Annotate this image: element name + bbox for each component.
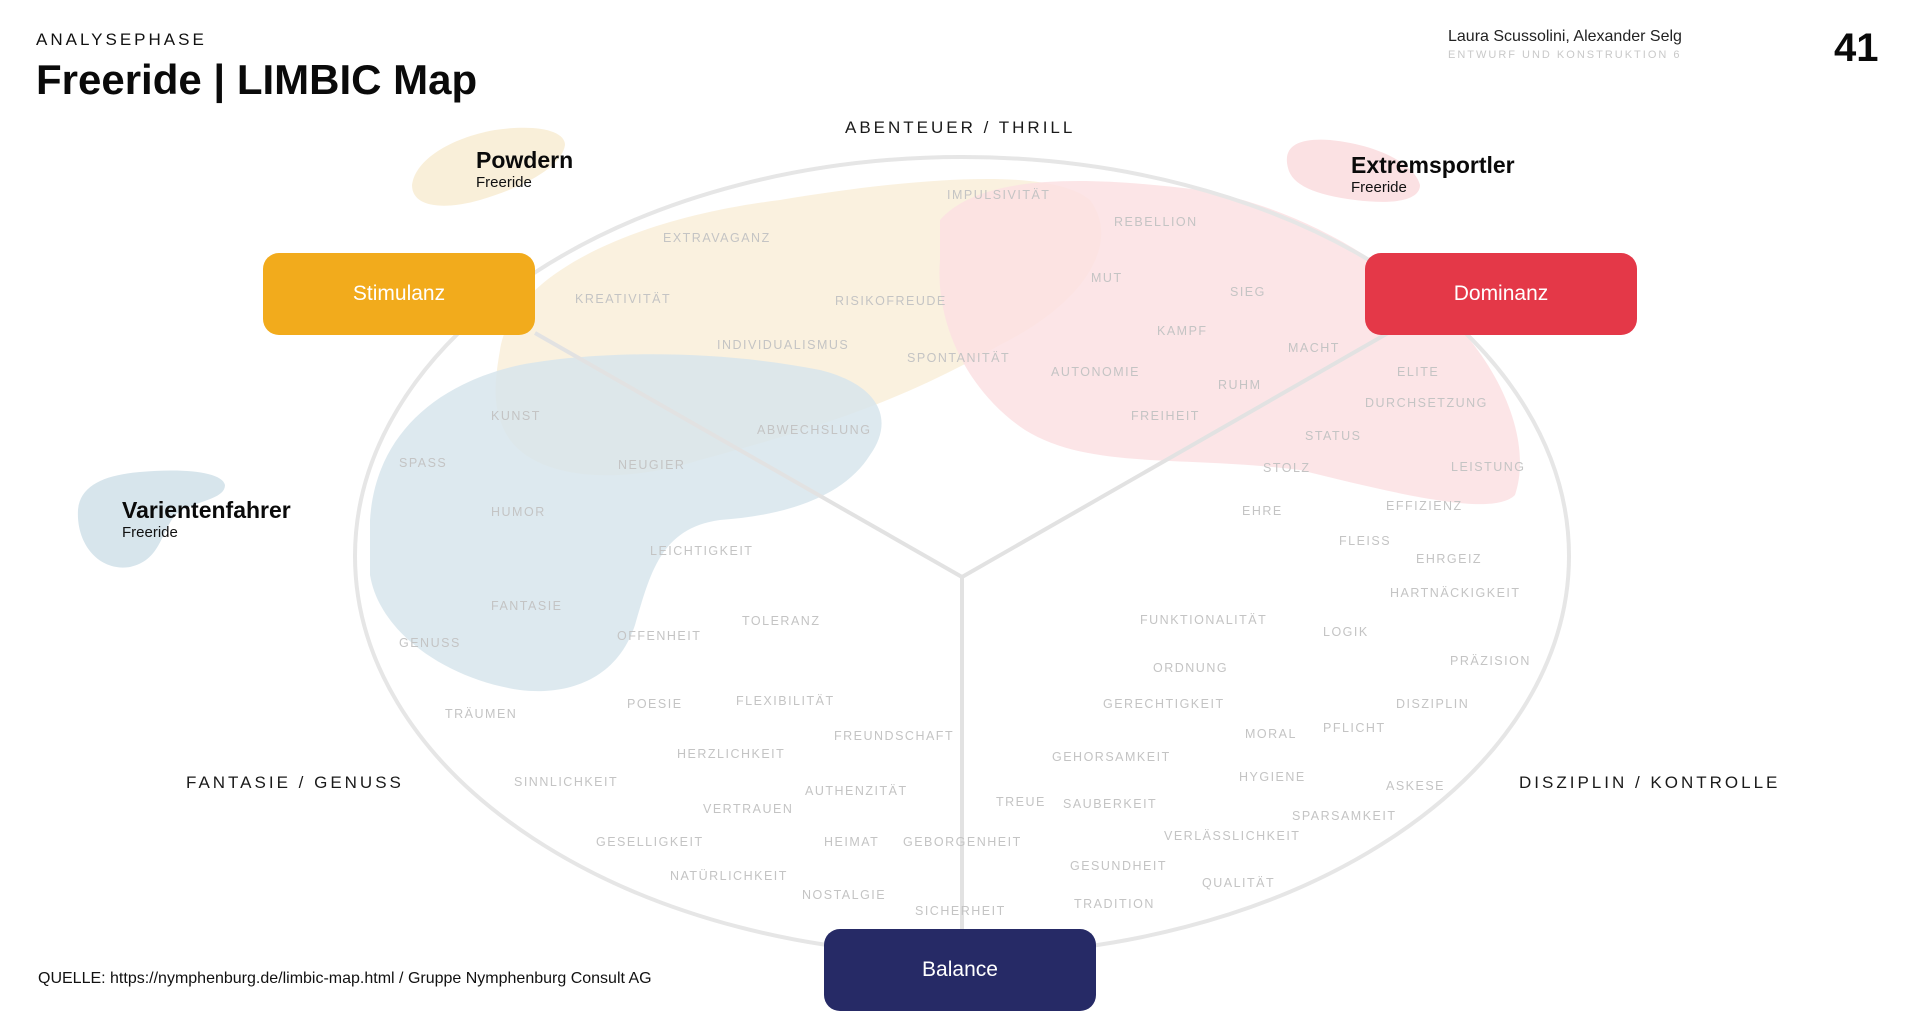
value-word: ELITE	[1397, 365, 1439, 379]
section-kicker: ANALYSEPHASE	[36, 30, 207, 49]
value-word: FREUNDSCHAFT	[834, 729, 954, 743]
varientenfahrer-area	[370, 354, 882, 692]
segment-name: Extremsportler	[1351, 152, 1515, 178]
value-word: EHRGEIZ	[1416, 552, 1482, 566]
value-word: MORAL	[1245, 727, 1297, 741]
value-word: FANTASIE	[491, 599, 563, 613]
value-word: GERECHTIGKEIT	[1103, 697, 1225, 711]
value-word: VERTRAUEN	[703, 802, 793, 816]
value-word: GESUNDHEIT	[1070, 859, 1167, 873]
value-word: TRÄUMEN	[445, 707, 517, 721]
value-word: FUNKTIONALITÄT	[1140, 613, 1267, 627]
value-word: SIEG	[1230, 285, 1266, 299]
value-word: SPARSAMKEIT	[1292, 809, 1396, 823]
value-word: HUMOR	[491, 505, 546, 519]
value-word: INDIVIDUALISMUS	[717, 338, 849, 352]
value-word: KAMPF	[1157, 324, 1208, 338]
value-word: OFFENHEIT	[617, 629, 701, 643]
value-word: HEIMAT	[824, 835, 879, 849]
value-word: EXTRAVAGANZ	[663, 231, 771, 245]
value-word: SICHERHEIT	[915, 904, 1006, 918]
value-word: DURCHSETZUNG	[1365, 396, 1488, 410]
value-word: MACHT	[1288, 341, 1340, 355]
value-word: SAUBERKEIT	[1063, 797, 1157, 811]
value-word: AUTONOMIE	[1051, 365, 1140, 379]
value-word: ASKESE	[1386, 779, 1445, 793]
value-word: NATÜRLICHKEIT	[670, 869, 788, 883]
segment-name: Powdern	[476, 147, 574, 173]
value-word: STATUS	[1305, 429, 1361, 443]
value-word: GESELLIGKEIT	[596, 835, 704, 849]
segment-name: Varientenfahrer	[122, 497, 291, 523]
value-word: HERZLICHKEIT	[677, 747, 785, 761]
value-word: MUT	[1091, 271, 1123, 285]
segment-varientenfahrer: Varientenfahrer Freeride	[122, 497, 291, 541]
value-word: VERLÄSSLICHKEIT	[1164, 829, 1300, 843]
value-word: ORDNUNG	[1153, 661, 1228, 675]
value-word: GEHORSAMKEIT	[1052, 750, 1171, 764]
segment-subtitle: Freeride	[1351, 179, 1407, 196]
value-word: LEISTUNG	[1451, 460, 1526, 474]
value-word: EHRE	[1242, 504, 1283, 518]
divider-right	[961, 331, 1389, 579]
value-word: PRÄZISION	[1450, 654, 1531, 668]
dominanz-button[interactable]: Dominanz	[1365, 253, 1637, 335]
extremsportler-blob	[1286, 139, 1420, 202]
value-word: LEICHTIGKEIT	[650, 544, 753, 558]
value-word: TOLERANZ	[742, 614, 820, 628]
powdern-blob	[412, 127, 565, 206]
varientenfahrer-blob	[77, 470, 225, 568]
value-word: ABWECHSLUNG	[757, 423, 871, 437]
segment-powdern: Powdern Freeride	[476, 147, 573, 191]
value-word: AUTHENZITÄT	[805, 784, 908, 798]
axis-label-top: ABENTEUER / THRILL	[845, 118, 1076, 137]
value-word: NOSTALGIE	[802, 888, 886, 902]
value-word: STOLZ	[1263, 461, 1311, 475]
value-word: SPASS	[399, 456, 447, 470]
axis-label-right: DISZIPLIN / KONTROLLE	[1519, 773, 1781, 792]
source-citation: QUELLE: https://nymphenburg.de/limbic-ma…	[38, 970, 652, 987]
value-word: GEBORGENHEIT	[903, 835, 1022, 849]
value-word: REBELLION	[1114, 215, 1198, 229]
value-word: TRADITION	[1074, 897, 1155, 911]
value-word: KUNST	[491, 409, 541, 423]
segment-extremsportler: Extremsportler Freeride	[1351, 152, 1515, 196]
axis-label-left: FANTASIE / GENUSS	[186, 773, 404, 792]
value-word: NEUGIER	[618, 458, 685, 472]
balance-button[interactable]: Balance	[824, 929, 1096, 1011]
value-word: TREUE	[996, 795, 1046, 809]
value-word: HARTNÄCKIGKEIT	[1390, 586, 1521, 600]
value-word: SINNLICHKEIT	[514, 775, 618, 789]
value-word: RISIKOFREUDE	[835, 294, 947, 308]
value-word: IMPULSIVITÄT	[947, 188, 1050, 202]
value-word: LOGIK	[1323, 625, 1369, 639]
course-name: ENTWURF UND KONSTRUKTION 6	[1448, 49, 1682, 61]
stimulanz-button[interactable]: Stimulanz	[263, 253, 535, 335]
value-word: DISZIPLIN	[1396, 697, 1469, 711]
page-title: Freeride | LIMBIC Map	[36, 56, 478, 103]
authors: Laura Scussolini, Alexander Selg	[1448, 28, 1682, 45]
extremsportler-area	[939, 181, 1520, 505]
value-word: POESIE	[627, 697, 683, 711]
segment-subtitle: Freeride	[122, 524, 178, 541]
value-word: SPONTANITÄT	[907, 351, 1010, 365]
value-word: HYGIENE	[1239, 770, 1306, 784]
value-word: EFFIZIENZ	[1386, 499, 1463, 513]
value-words: IMPULSIVITÄT REBELLION EXTRAVAGANZ KREAT…	[399, 188, 1531, 918]
value-word: KREATIVITÄT	[575, 292, 671, 306]
segment-subtitle: Freeride	[476, 174, 532, 191]
value-word: GENUSS	[399, 636, 461, 650]
value-word: RUHM	[1218, 378, 1262, 392]
value-word: FLEISS	[1339, 534, 1391, 548]
value-word: PFLICHT	[1323, 721, 1386, 735]
value-word: QUALITÄT	[1202, 876, 1275, 890]
divider-left	[534, 331, 963, 579]
page-number: 41	[1834, 26, 1879, 70]
value-word: FREIHEIT	[1131, 409, 1200, 423]
value-word: FLEXIBILITÄT	[736, 694, 835, 708]
